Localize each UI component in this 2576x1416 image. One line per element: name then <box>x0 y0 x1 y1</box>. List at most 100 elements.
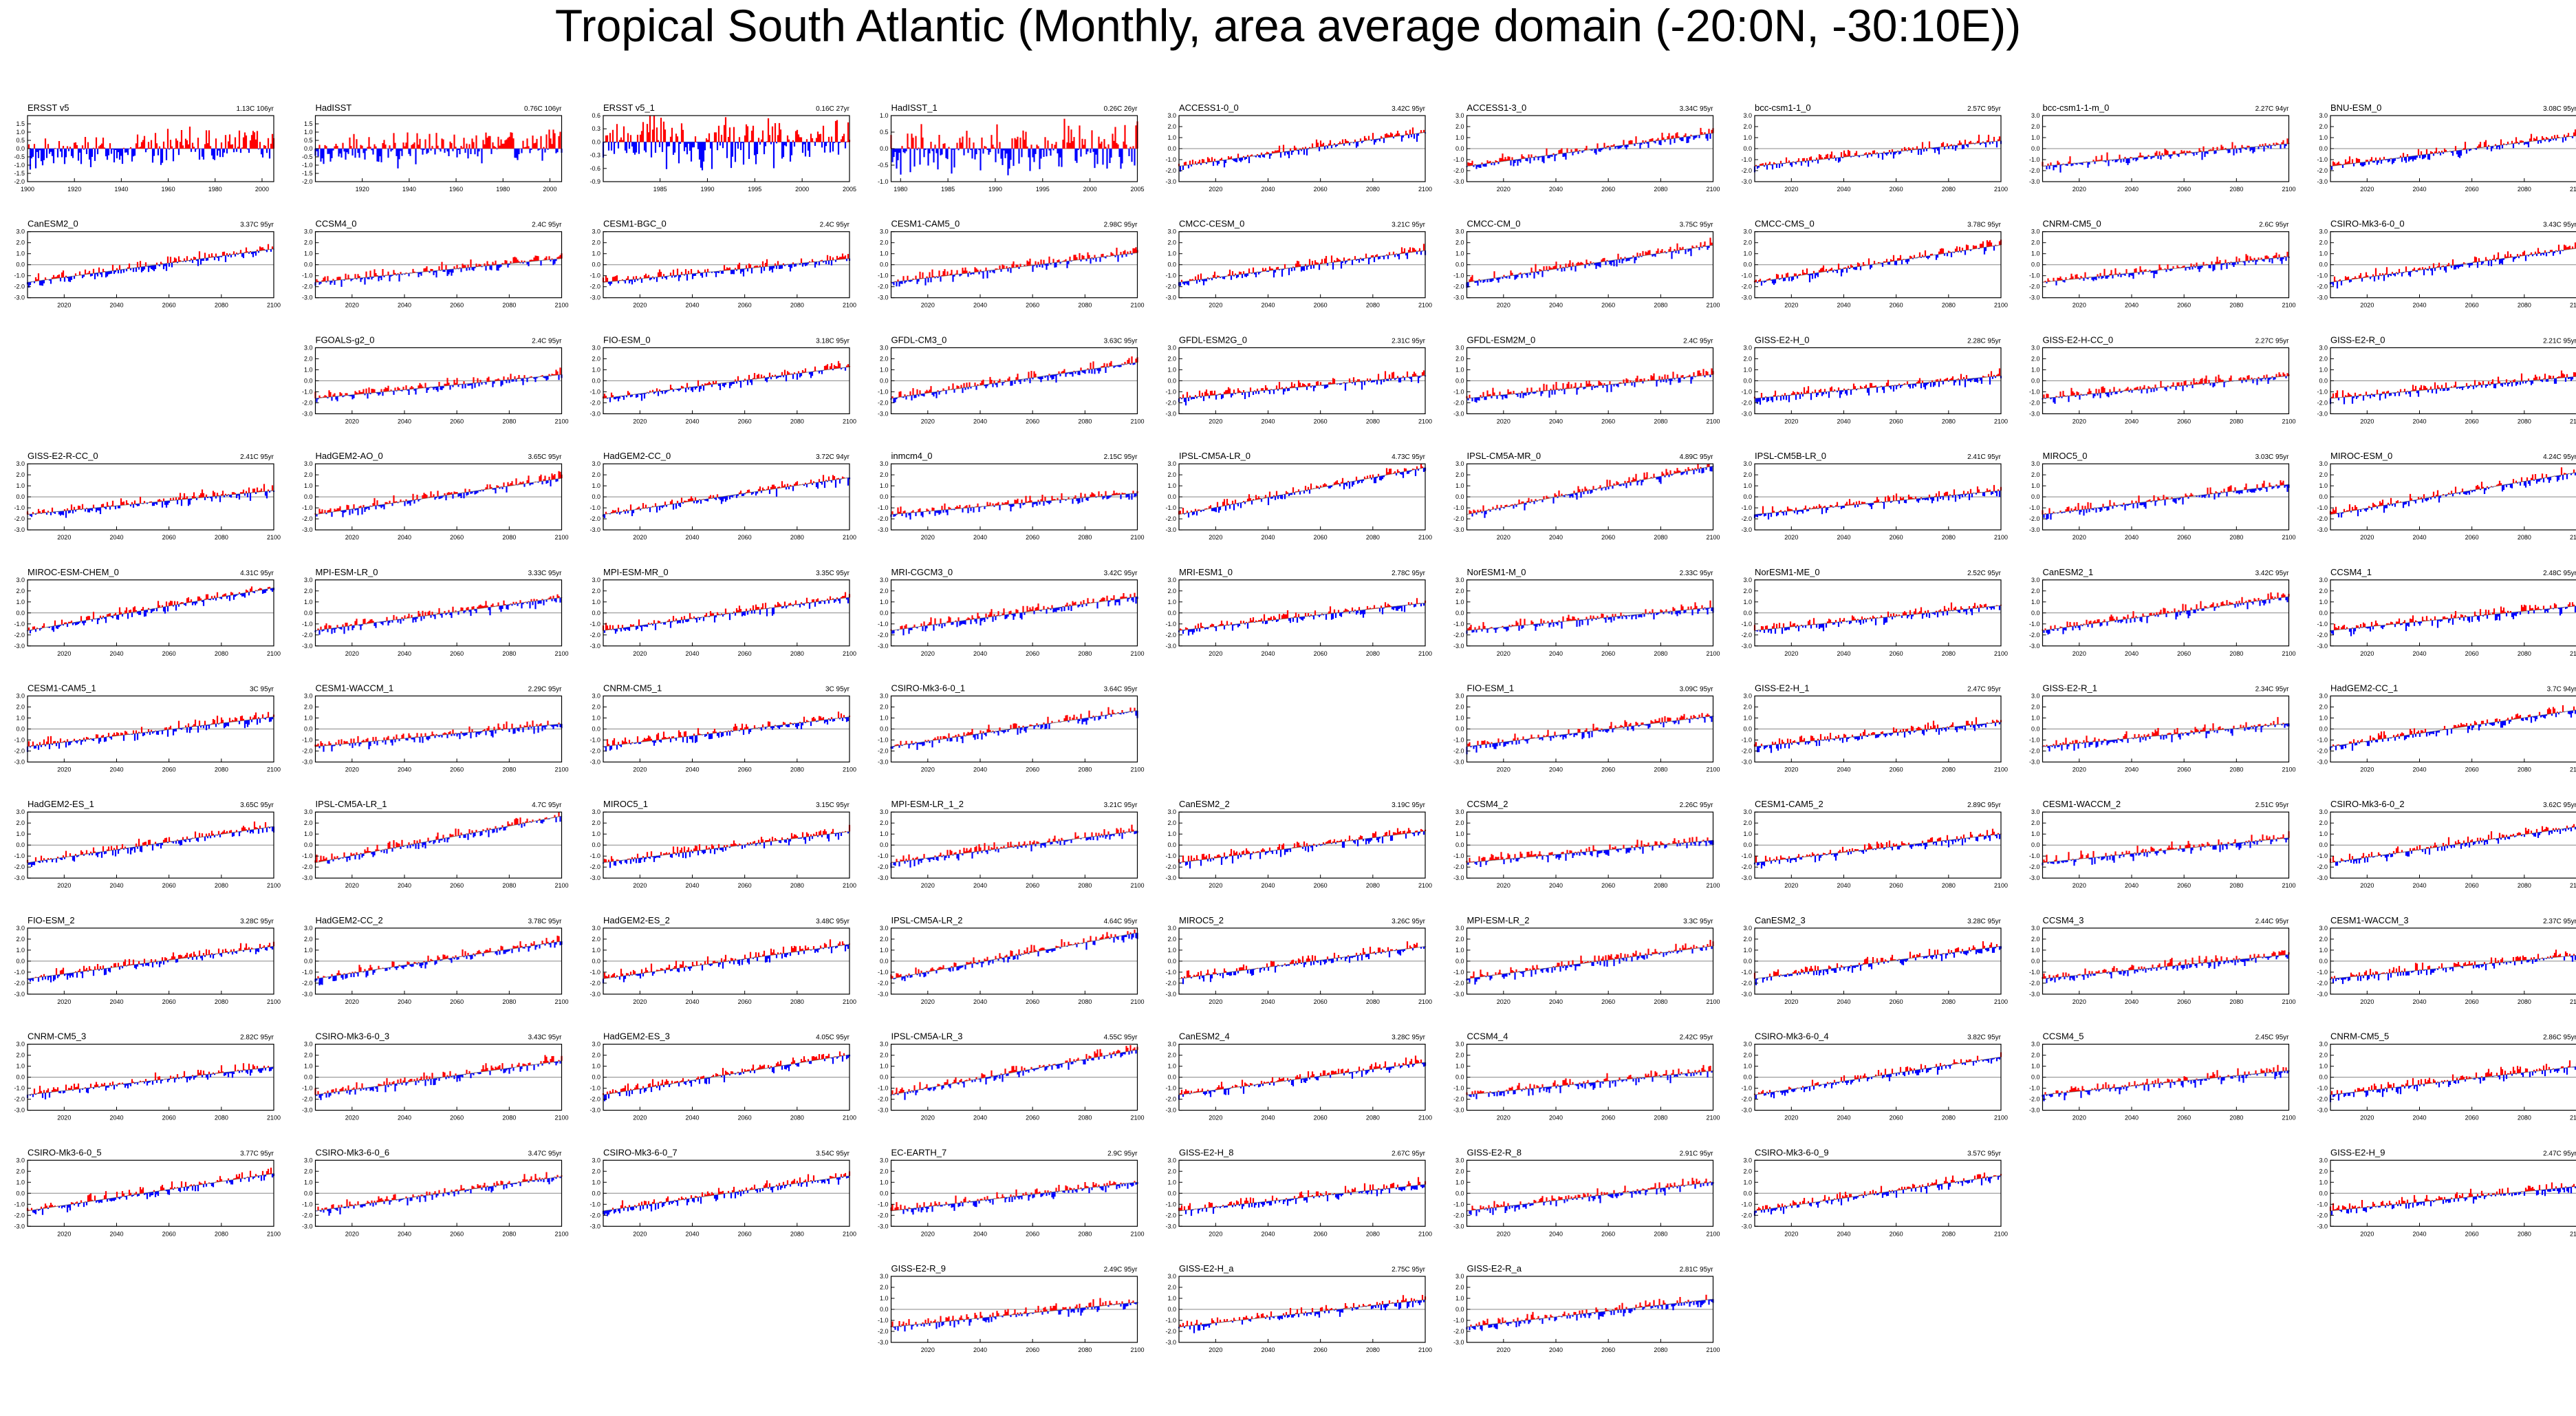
y-tick-label: -3.0 <box>1453 1107 1464 1114</box>
x-tick-label: 2100 <box>2282 1115 2295 1122</box>
y-tick-label: -2.0 <box>1165 1328 1176 1335</box>
y-tick-label: -1.0 <box>14 162 25 169</box>
x-tick-label: 2020 <box>2360 1230 2374 1237</box>
panel-trend-label: 4.24C 95yr <box>2543 453 2576 461</box>
x-tick-label: 2020 <box>2360 998 2374 1005</box>
chart-panel: MPI-ESM-MR_0 3.35C 95yr-3.0-2.0-1.00.01.0… <box>589 567 856 657</box>
y-tick-label: 0.0 <box>2319 726 2328 733</box>
anomaly-above-series <box>890 118 1138 149</box>
chart-panel: CNRM-CM5_1 3C 95yr-3.0-2.0-1.00.01.02.03.… <box>589 683 856 773</box>
y-tick-label: 2.0 <box>592 819 600 826</box>
panel-trend-label: 3.77C 95yr <box>240 1150 274 1157</box>
x-tick-label: 2100 <box>1418 998 1432 1005</box>
anomaly-below-series <box>1467 840 1714 867</box>
y-tick-label: 2.0 <box>1167 1284 1176 1291</box>
x-tick-label: 2100 <box>843 302 856 309</box>
y-tick-label: 3.0 <box>1743 228 1752 235</box>
x-tick-label: 1980 <box>894 186 907 193</box>
x-tick-label: 2020 <box>1784 998 1798 1005</box>
y-tick-label: -1.0 <box>14 621 25 627</box>
page-title: Tropical South Atlantic (Monthly, area a… <box>554 0 2022 51</box>
y-tick-label: 1.0 <box>1743 1179 1752 1186</box>
panel-title: MIROC5_0 <box>2043 451 2088 461</box>
chart-panel: CSIRO-Mk3-6-0_1 3.64C 95yr-3.0-2.0-1.00.0… <box>878 683 1145 773</box>
y-tick-label: 2.0 <box>1743 239 1752 246</box>
x-tick-label: 2060 <box>1890 998 1903 1005</box>
y-tick-label: 3.0 <box>304 577 313 583</box>
y-tick-label: 0.3 <box>592 125 600 132</box>
y-tick-label: 1.0 <box>304 250 313 257</box>
y-tick-label: 0.0 <box>2031 841 2040 848</box>
x-tick-label: 2020 <box>57 1115 71 1122</box>
x-tick-label: 2080 <box>790 650 804 657</box>
anomaly-above-series <box>1762 484 2002 514</box>
anomaly-above-series <box>603 939 851 979</box>
y-tick-label: 1.0 <box>1455 947 1464 954</box>
y-tick-label: -2.0 <box>1741 748 1752 755</box>
y-tick-label: 3.0 <box>1743 460 1752 467</box>
panel-trend-label: 3.82C 95yr <box>1967 1034 2002 1042</box>
x-tick-label: 2100 <box>1418 882 1432 889</box>
x-tick-label: 2080 <box>1654 302 1667 309</box>
y-tick-label: 3.0 <box>880 808 889 815</box>
anomaly-below-series <box>603 1054 851 1102</box>
y-tick-label: -2.0 <box>14 1212 25 1219</box>
y-tick-label: 0.0 <box>2319 1074 2328 1081</box>
y-tick-label: 1.0 <box>592 715 600 722</box>
panel-trend-label: 1.13C 106yr <box>237 105 274 113</box>
y-tick-label: -1.0 <box>302 272 313 279</box>
trend-line <box>603 258 850 283</box>
y-tick-label: 3.0 <box>592 460 600 467</box>
chart-panel: CCSM4_5 2.45C 95yr-3.0-2.0-1.00.01.02.03.… <box>2029 1031 2296 1122</box>
y-tick-label: -1.0 <box>878 1317 889 1324</box>
trend-line <box>1466 1181 1713 1212</box>
y-tick-label: -3.0 <box>302 1107 313 1114</box>
anomaly-above-series <box>318 129 561 149</box>
x-tick-label: 2040 <box>1549 998 1563 1005</box>
y-tick-label: 1.0 <box>2031 599 2040 605</box>
trend-line <box>603 1175 850 1212</box>
trend-line <box>1178 250 1426 283</box>
y-tick-label: -2.0 <box>2029 167 2040 174</box>
panel-title: ACCESS1-0_0 <box>1179 103 1239 113</box>
trend-line <box>2330 605 2576 631</box>
y-tick-label: 3.0 <box>1743 344 1752 351</box>
panel-title: GISS-E2-R_8 <box>1467 1147 1522 1157</box>
y-tick-label: -2.0 <box>1741 1212 1752 1219</box>
x-tick-label: 2020 <box>1209 650 1222 657</box>
panel-trend-label: 2.42C 95yr <box>1680 1034 1714 1042</box>
x-tick-label: 2080 <box>1942 418 1956 425</box>
x-tick-label: 2100 <box>1994 766 2008 773</box>
y-tick-label: 0.0 <box>592 958 600 965</box>
y-tick-label: -2.0 <box>2317 399 2328 406</box>
y-tick-label: 1.0 <box>1743 715 1752 722</box>
y-tick-label: 2.0 <box>2319 355 2328 362</box>
panel-trend-label: 3.08C 95yr <box>2543 105 2576 113</box>
panel-title: HadGEM2-ES_3 <box>603 1031 670 1042</box>
anomaly-above-series <box>1178 1177 1427 1211</box>
y-tick-label: -2.0 <box>1165 1212 1176 1219</box>
anomaly-below-series <box>1753 834 2001 869</box>
x-tick-label: 2100 <box>554 998 568 1005</box>
x-tick-label: 2020 <box>345 766 359 773</box>
y-tick-label: -1.0 <box>2317 388 2328 395</box>
panel-title: MIROC5_1 <box>603 799 648 809</box>
y-tick-label: -2.0 <box>14 863 25 870</box>
y-tick-label: -2.0 <box>14 1096 25 1103</box>
y-tick-label: 3.0 <box>592 1041 600 1048</box>
y-tick-label: 0.0 <box>304 1074 313 1081</box>
y-tick-label: 1.0 <box>880 1179 889 1186</box>
x-tick-label: 2020 <box>2072 186 2086 193</box>
anomaly-above-series <box>1179 1295 1427 1327</box>
x-tick-label: 2080 <box>2518 418 2531 425</box>
x-tick-label: 2040 <box>1549 1115 1563 1122</box>
y-tick-label: -2.0 <box>2317 748 2328 755</box>
chart-panel: CNRM-CM5_3 2.82C 95yr-3.0-2.0-1.00.01.02.… <box>14 1031 281 1122</box>
chart-panel: GISS-E2-R_9 2.49C 95yr-3.0-2.0-1.00.01.02… <box>878 1263 1145 1353</box>
y-tick-label: -3.0 <box>1453 759 1464 766</box>
y-tick-label: 2.0 <box>880 1284 889 1291</box>
chart-panel: CCSM4_4 2.42C 95yr-3.0-2.0-1.00.01.02.03.… <box>1453 1031 1720 1122</box>
x-tick-label: 2020 <box>1209 186 1222 193</box>
y-tick-label: -1.0 <box>878 1201 889 1208</box>
panel-title: CESM1-CAM5_0 <box>891 219 960 229</box>
